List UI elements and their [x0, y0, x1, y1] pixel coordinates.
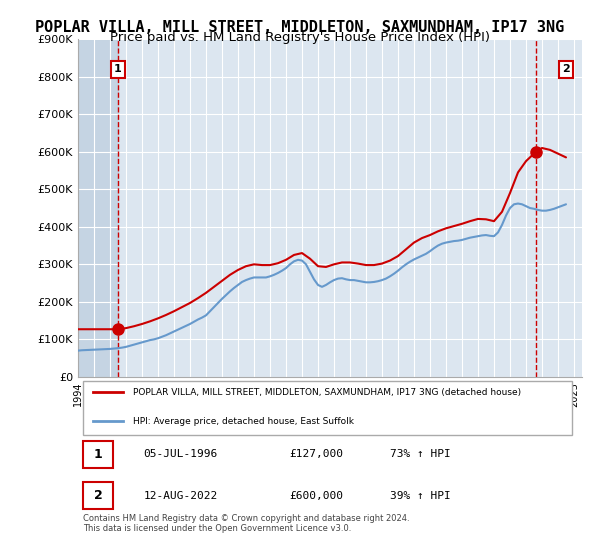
Text: 05-JUL-1996: 05-JUL-1996	[143, 450, 218, 460]
FancyBboxPatch shape	[83, 483, 113, 509]
Text: 2: 2	[94, 489, 103, 502]
Text: Price paid vs. HM Land Registry's House Price Index (HPI): Price paid vs. HM Land Registry's House …	[110, 31, 490, 44]
Text: Contains HM Land Registry data © Crown copyright and database right 2024.
This d: Contains HM Land Registry data © Crown c…	[83, 514, 410, 533]
Text: HPI: Average price, detached house, East Suffolk: HPI: Average price, detached house, East…	[133, 417, 355, 426]
Bar	[78, 39, 118, 377]
Text: 1: 1	[114, 64, 122, 74]
Text: 12-AUG-2022: 12-AUG-2022	[143, 491, 218, 501]
Text: POPLAR VILLA, MILL STREET, MIDDLETON, SAXMUNDHAM, IP17 3NG (detached house): POPLAR VILLA, MILL STREET, MIDDLETON, SA…	[133, 388, 521, 396]
Text: £127,000: £127,000	[290, 450, 344, 460]
FancyBboxPatch shape	[83, 381, 572, 435]
Text: £600,000: £600,000	[290, 491, 344, 501]
Text: 73% ↑ HPI: 73% ↑ HPI	[391, 450, 451, 460]
Text: 1: 1	[94, 448, 103, 461]
Text: POPLAR VILLA, MILL STREET, MIDDLETON, SAXMUNDHAM, IP17 3NG: POPLAR VILLA, MILL STREET, MIDDLETON, SA…	[35, 20, 565, 35]
Text: 39% ↑ HPI: 39% ↑ HPI	[391, 491, 451, 501]
FancyBboxPatch shape	[83, 441, 113, 468]
Text: 2: 2	[562, 64, 570, 74]
